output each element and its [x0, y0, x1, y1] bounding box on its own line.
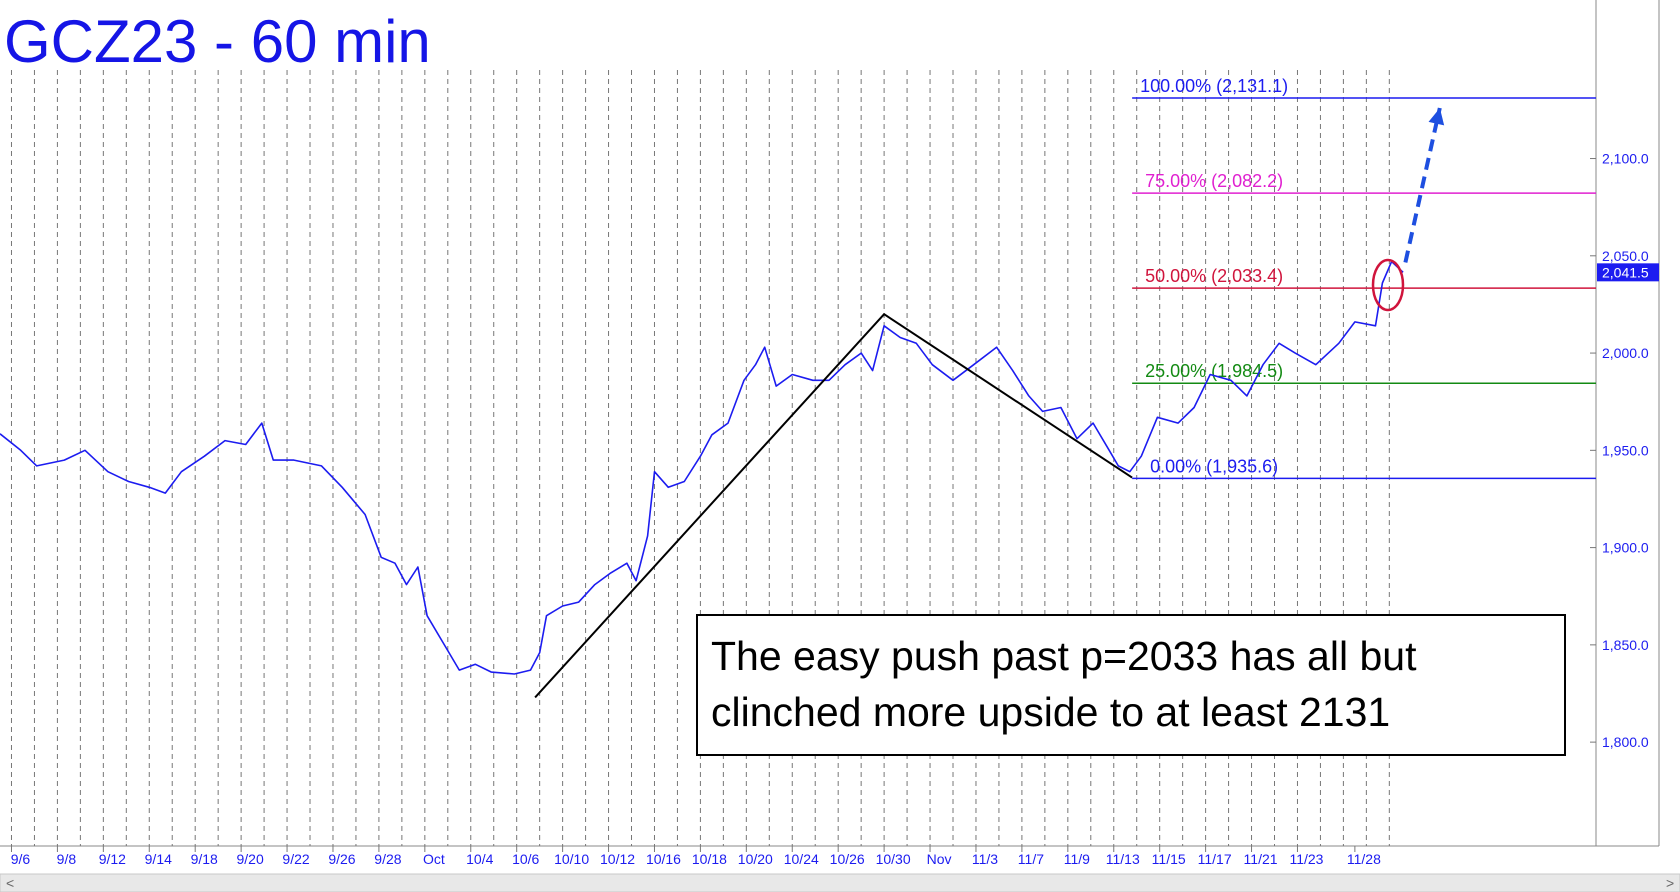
scroll-left[interactable]: <: [6, 875, 14, 891]
y-tick-label: 1,800.0: [1602, 734, 1649, 750]
annotation-line: The easy push past p=2033 has all but: [711, 633, 1417, 679]
x-tick-label: 9/14: [145, 851, 172, 867]
y-tick-label: 2,050.0: [1602, 248, 1649, 264]
x-tick-label: 9/26: [328, 851, 355, 867]
x-tick-label: 10/16: [646, 851, 681, 867]
x-tick-label: 9/12: [99, 851, 126, 867]
fib-label: 25.00% (1,984.5): [1145, 361, 1283, 381]
x-tick-label: 10/26: [830, 851, 865, 867]
scroll-right[interactable]: >: [1666, 875, 1674, 891]
x-tick-label: 10/20: [738, 851, 773, 867]
last-price-badge: [1597, 263, 1659, 282]
x-tick-label: 10/10: [554, 851, 589, 867]
x-tick-label: 11/28: [1347, 851, 1381, 867]
y-tick-label: 2,100.0: [1602, 151, 1649, 167]
x-tick-label: 11/21: [1244, 851, 1278, 867]
x-tick-label: 9/22: [282, 851, 309, 867]
x-tick-label: 10/6: [512, 851, 539, 867]
x-tick-label: 9/28: [374, 851, 401, 867]
fib-label: 50.00% (2,033.4): [1145, 266, 1283, 286]
fib-label: 100.00% (2,131.1): [1140, 76, 1288, 96]
marks-layer: 100.00% (2,131.1) 75.00% (2,082.2) 50.00% …: [0, 76, 1596, 699]
annotation-box: [696, 614, 1566, 756]
x-tick-label: 10/30: [876, 851, 911, 867]
projection: [1403, 107, 1442, 263]
fib-label: 0.00% (1,935.6): [1150, 456, 1278, 476]
x-tick-label: 10/24: [784, 851, 819, 867]
x-tick-label: 11/23: [1289, 851, 1323, 867]
x-tick-label: 11/17: [1198, 851, 1232, 867]
scrollbar-track[interactable]: [0, 873, 1680, 892]
x-tick-label: Oct: [423, 851, 445, 867]
y-tick-label: 1,900.0: [1602, 540, 1649, 556]
last-price-label: 2,041.5: [1602, 264, 1649, 280]
x-tick-label: 9/20: [236, 851, 263, 867]
fib-label: 75.00% (2,082.2): [1145, 171, 1283, 191]
trendline: [534, 312, 1133, 699]
x-tick-label: 9/6: [11, 851, 31, 867]
x-tick-label: 11/7: [1018, 851, 1044, 867]
y-tick-label: 1,850.0: [1602, 637, 1649, 653]
x-tick-label: 11/15: [1152, 851, 1186, 867]
x-tick-label: 10/4: [466, 851, 493, 867]
y-tick-label: 1,950.0: [1602, 442, 1649, 458]
annotation-line: clinched more upside to at least 2131: [711, 689, 1390, 735]
y-tick-label: 2,000.0: [1602, 345, 1649, 361]
x-tick-label: 11/13: [1106, 851, 1140, 867]
x-tick-label: 9/18: [191, 851, 218, 867]
highlight-ellipse: [1371, 258, 1405, 312]
x-tick-label: 11/3: [972, 851, 998, 867]
x-tick-label: 10/18: [692, 851, 727, 867]
x-tick-label: Nov: [927, 851, 952, 867]
grid-layer: 9/6 9/8 9/12 9/14 9/18 9/20 9/22 9/26 9/28 Oct 10/…: [0, 0, 1660, 867]
chart-title: GCZ23 - 60 min: [4, 8, 431, 75]
x-tick-label: 10/12: [600, 851, 635, 867]
x-tick-label: 9/8: [57, 851, 77, 867]
scrollbar[interactable]: < >: [0, 873, 1680, 892]
price-line: [0, 260, 1404, 675]
projection-arrowhead: [1428, 107, 1445, 126]
x-tick-label: 11/9: [1064, 851, 1090, 867]
